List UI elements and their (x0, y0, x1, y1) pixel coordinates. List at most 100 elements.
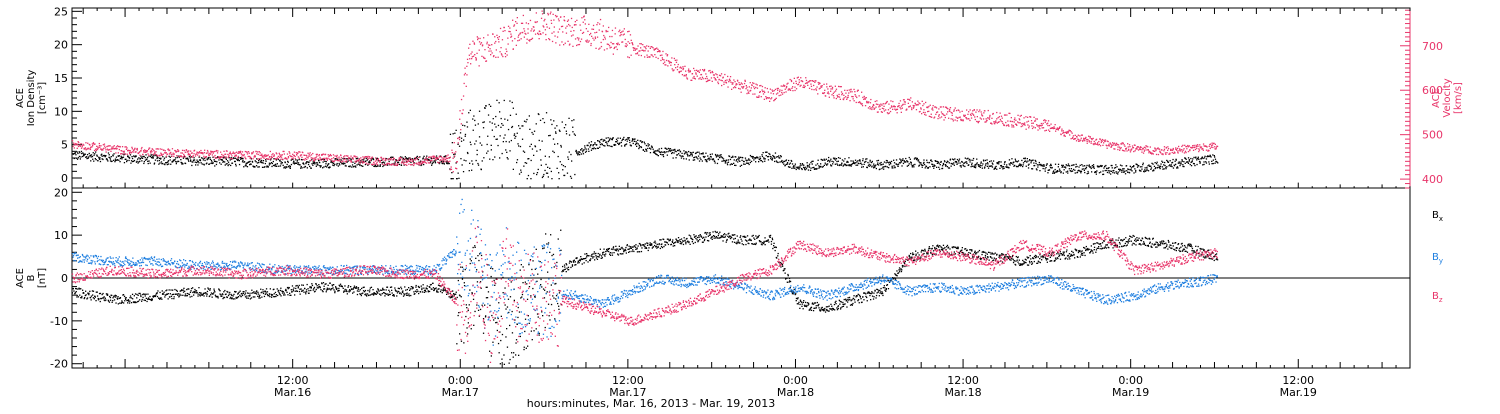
data-point (533, 27, 534, 28)
data-point (909, 163, 910, 164)
data-point (1156, 163, 1157, 164)
data-point (583, 22, 584, 23)
data-point (401, 165, 402, 166)
data-point (552, 41, 553, 42)
data-point (923, 112, 924, 113)
data-point (603, 35, 604, 36)
data-point (199, 156, 200, 157)
data-point (449, 161, 450, 162)
data-point (1093, 166, 1094, 167)
data-point (1095, 144, 1096, 145)
data-point (362, 161, 363, 162)
data-point (922, 105, 923, 106)
data-point (584, 147, 585, 148)
data-point (551, 33, 552, 34)
data-point (244, 161, 245, 162)
data-point (792, 90, 793, 91)
data-point (290, 168, 291, 169)
data-point (615, 27, 616, 28)
data-point (1089, 141, 1090, 142)
data-point (313, 159, 314, 160)
data-point (518, 145, 519, 146)
data-point (499, 102, 500, 103)
data-point (611, 36, 612, 37)
data-point (340, 155, 341, 156)
data-point (1179, 162, 1180, 163)
data-point (102, 156, 103, 157)
data-point (632, 44, 633, 45)
data-point (476, 53, 477, 54)
data-point (1033, 162, 1034, 163)
data-point (260, 158, 261, 159)
data-point (293, 157, 294, 158)
data-point (467, 153, 468, 154)
data-point (635, 53, 636, 54)
data-point (957, 162, 958, 163)
data-point (546, 24, 547, 25)
data-point (448, 157, 449, 158)
data-point (211, 151, 212, 152)
data-point (875, 107, 876, 108)
data-point (230, 165, 231, 166)
data-point (758, 97, 759, 98)
data-point (1150, 169, 1151, 170)
data-point (673, 152, 674, 153)
data-point (867, 162, 868, 163)
data-point (359, 163, 360, 164)
data-point (985, 160, 986, 161)
data-point (1177, 167, 1178, 168)
data-point (352, 162, 353, 163)
density-tick-label: 10 (54, 105, 68, 118)
data-point (456, 130, 457, 131)
data-point (353, 159, 354, 160)
data-point (115, 152, 116, 153)
data-point (589, 142, 590, 143)
data-point (1091, 171, 1092, 172)
data-point (862, 160, 863, 161)
data-point (841, 163, 842, 164)
data-point (927, 162, 928, 163)
data-point (279, 154, 280, 155)
data-point (616, 46, 617, 47)
data-point (718, 159, 719, 160)
data-point (566, 26, 567, 27)
data-point (809, 88, 810, 89)
data-point (408, 159, 409, 160)
data-point (493, 55, 494, 56)
data-point (619, 44, 620, 45)
data-point (146, 158, 147, 159)
data-point (232, 153, 233, 154)
data-point (825, 95, 826, 96)
data-point (1130, 166, 1131, 167)
data-point (877, 162, 878, 163)
data-point (878, 164, 879, 165)
data-point (795, 164, 796, 165)
data-point (555, 133, 556, 134)
data-point (1189, 159, 1190, 160)
data-point (1073, 164, 1074, 165)
data-point (1018, 166, 1019, 167)
data-point (264, 154, 265, 155)
data-point (1192, 158, 1193, 159)
data-point (540, 34, 541, 35)
data-point (453, 171, 454, 172)
data-point (471, 170, 472, 171)
data-point (487, 151, 488, 152)
data-point (870, 165, 871, 166)
data-point (644, 50, 645, 51)
data-point (705, 153, 706, 154)
data-point (564, 175, 565, 176)
data-point (971, 164, 972, 165)
data-point (1180, 162, 1181, 163)
data-point (924, 164, 925, 165)
data-point (385, 158, 386, 159)
data-point (1023, 162, 1024, 163)
data-point (1099, 144, 1100, 145)
data-point (1213, 160, 1214, 161)
data-point (621, 145, 622, 146)
data-point (347, 155, 348, 156)
data-point (467, 62, 468, 63)
data-point (604, 37, 605, 38)
data-point (472, 56, 473, 57)
data-point (663, 59, 664, 60)
